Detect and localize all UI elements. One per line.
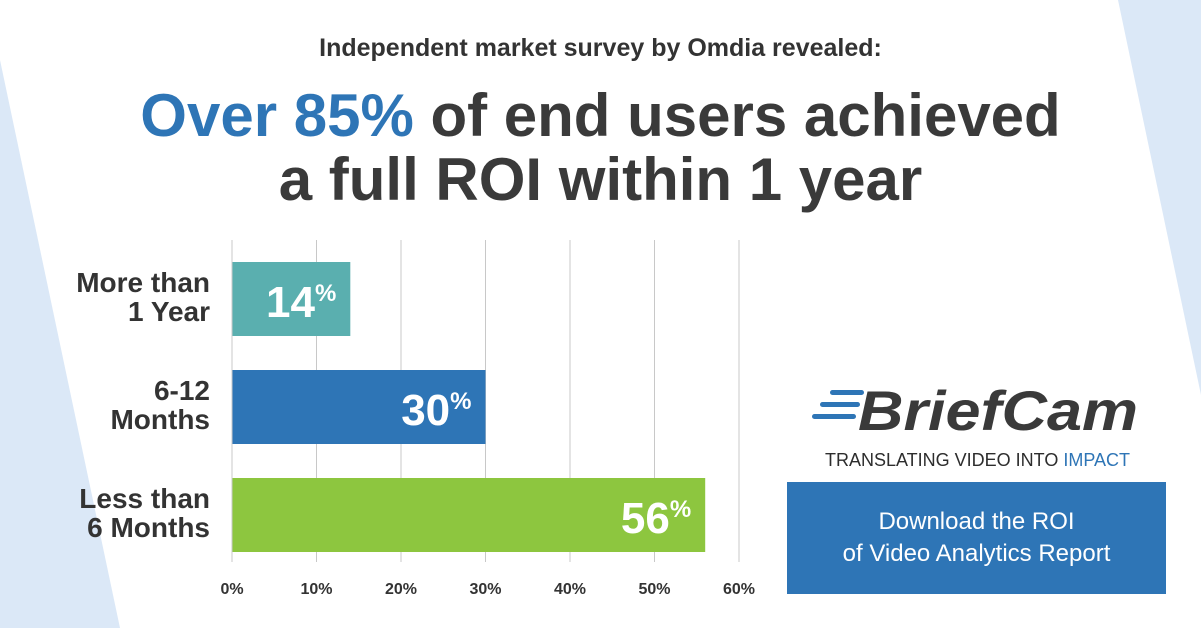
x-tick-label: 50% bbox=[638, 581, 670, 598]
category-label: More than bbox=[76, 267, 210, 298]
category-label: Months bbox=[110, 404, 210, 435]
category-label: 1 Year bbox=[128, 296, 210, 327]
bar bbox=[232, 370, 486, 444]
headline-line-2: a full ROI within 1 year bbox=[278, 146, 923, 213]
headline-highlight: Over 85% bbox=[140, 82, 414, 149]
x-tick-label: 20% bbox=[385, 581, 417, 598]
bar bbox=[232, 478, 706, 552]
brand-name: BriefCam bbox=[858, 379, 1138, 440]
brand-tagline: TRANSLATING VIDEO INTO IMPACT bbox=[790, 450, 1165, 471]
x-tick-label: 30% bbox=[469, 581, 501, 598]
x-tick-label: 40% bbox=[554, 581, 586, 598]
bar bbox=[232, 262, 351, 336]
download-report-button[interactable]: Download the ROI of Video Analytics Repo… bbox=[787, 482, 1166, 594]
bar-value-label: 56% bbox=[621, 494, 691, 543]
speed-lines-icon bbox=[812, 390, 864, 419]
x-tick-label: 60% bbox=[723, 581, 755, 598]
bar-value-label: 30% bbox=[401, 386, 471, 435]
tagline-main: TRANSLATING VIDEO INTO bbox=[824, 450, 1064, 470]
survey-subtitle: Independent market survey by Omdia revea… bbox=[319, 34, 882, 62]
bar-value-label: 14% bbox=[266, 278, 336, 327]
cta-line-2: of Video Analytics Report bbox=[842, 540, 1111, 567]
cta-line-1: Download the ROI bbox=[878, 508, 1075, 535]
tagline-accent: IMPACT bbox=[1063, 450, 1131, 470]
x-tick-label: 0% bbox=[220, 581, 243, 598]
headline-line-1-rest: of end users achieved bbox=[413, 82, 1061, 149]
headline: Over 85% of end users achieved a full RO… bbox=[0, 84, 1201, 212]
headline-line-1: Over 85% of end users achieved bbox=[0, 84, 1201, 148]
x-tick-label: 10% bbox=[300, 581, 332, 598]
category-label: 6 Months bbox=[87, 512, 210, 543]
category-label: Less than bbox=[79, 483, 210, 514]
category-label: 6-12 bbox=[154, 375, 210, 406]
briefcam-logo: BriefCam bbox=[812, 379, 1138, 440]
